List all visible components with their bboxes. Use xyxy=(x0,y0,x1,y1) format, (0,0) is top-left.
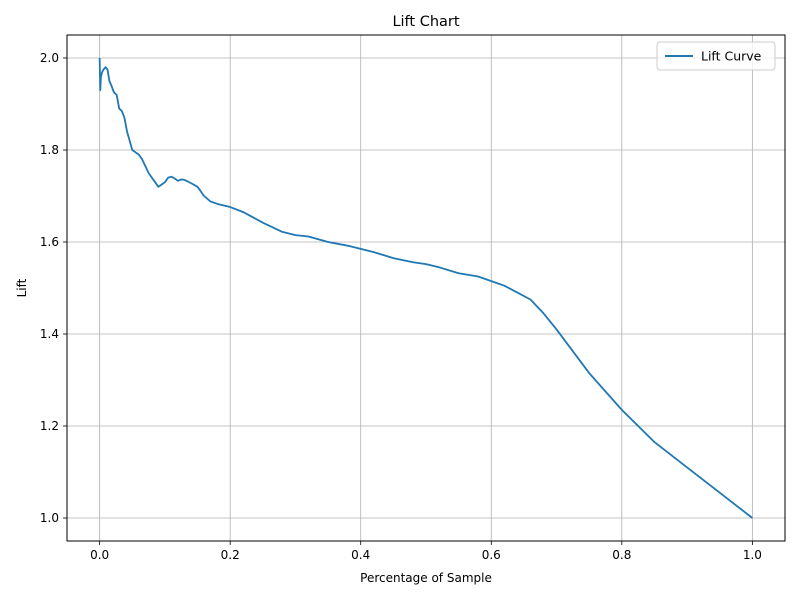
x-tick-label: 0.4 xyxy=(351,548,370,562)
x-tick-label: 0.6 xyxy=(482,548,501,562)
legend: Lift Curve xyxy=(656,41,776,71)
y-tick-label: 2.0 xyxy=(40,51,59,65)
x-axis-label: Percentage of Sample xyxy=(360,571,492,585)
y-tick-label: 1.0 xyxy=(40,511,59,525)
x-tick-label: 1.0 xyxy=(743,548,762,562)
y-axis-label: Lift xyxy=(15,278,29,297)
chart-title: Lift Chart xyxy=(392,14,459,30)
legend-label-lift-curve: Lift Curve xyxy=(701,49,762,64)
x-tick-label: 0.0 xyxy=(90,548,109,562)
y-tick-label: 1.8 xyxy=(40,143,59,157)
y-tick-label: 1.4 xyxy=(40,327,59,341)
plot-frame xyxy=(66,34,786,542)
ticks: 0.0 0.2 0.4 0.6 0.8 1.0 1.0 1.2 1.4 1.6 1.8 2.0 xyxy=(40,51,762,562)
x-tick-label: 0.8 xyxy=(612,548,631,562)
grid xyxy=(67,35,785,541)
y-tick-label: 1.2 xyxy=(40,419,59,433)
series-line-lift-curve xyxy=(98,57,753,519)
y-tick-label: 1.6 xyxy=(40,235,59,249)
legend-box xyxy=(656,41,776,71)
x-tick-label: 0.2 xyxy=(221,548,240,562)
series-layer xyxy=(98,57,753,519)
